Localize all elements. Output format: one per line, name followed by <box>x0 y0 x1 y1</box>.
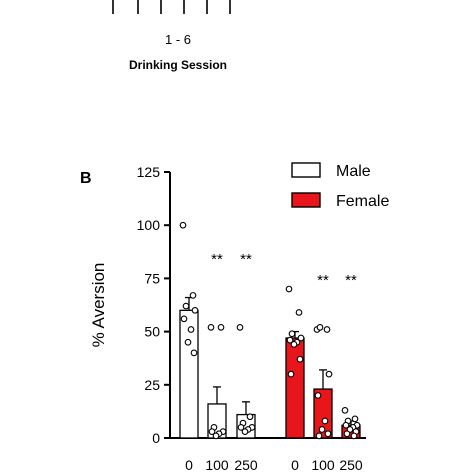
female-point-250-10 <box>350 432 358 440</box>
female-point-100-9 <box>315 432 323 440</box>
female-point-100-4 <box>325 370 333 378</box>
male-significance-250: ** <box>240 251 252 268</box>
upper-x-axis-title: Drinking Session <box>129 58 227 72</box>
male-point-100-7 <box>212 432 220 440</box>
female-point-100-5 <box>314 392 322 399</box>
female-point-250-5 <box>342 421 350 429</box>
male-point-0-1 <box>179 221 187 229</box>
y-axis: 0 25 50 75 100 125 <box>137 164 171 446</box>
male-point-0-4 <box>191 306 199 314</box>
female-point-100-8 <box>324 430 332 438</box>
female-point-0-4 <box>297 334 305 342</box>
male-significance-100: ** <box>211 251 223 268</box>
male-point-100-5 <box>208 428 216 435</box>
female-point-0-8 <box>296 355 304 363</box>
upper-panel: 1 - 6 Drinking Session <box>112 0 231 72</box>
female-point-100-7 <box>318 426 326 433</box>
legend-swatch-male <box>291 162 321 178</box>
female-significance-100: ** <box>317 272 329 289</box>
female-bar-0 <box>285 337 305 439</box>
female-point-0-2 <box>295 309 303 316</box>
male-point-0-3 <box>182 302 190 310</box>
male-x-tick-label-0: 0 <box>185 457 193 473</box>
legend-label-female: Female <box>336 193 389 210</box>
female-x-tick-label-250: 250 <box>339 457 363 473</box>
male-point-0-7 <box>184 338 192 346</box>
female-point-250-1 <box>341 406 349 414</box>
male-point-250-2 <box>246 413 254 421</box>
female-x-tick-label-100: 100 <box>311 457 335 473</box>
legend-swatch-female <box>291 192 321 208</box>
female-point-100-3 <box>316 323 324 331</box>
male-point-0-5 <box>180 315 188 323</box>
female-x-tick-label-0: 0 <box>291 457 299 473</box>
legend-label-male: Male <box>336 163 371 180</box>
panel-letter: B <box>80 170 92 187</box>
female-point-0-3 <box>288 330 296 338</box>
upper-session-range: 1 - 6 <box>165 32 191 47</box>
female-point-0-1 <box>285 285 293 293</box>
male-point-100-2 <box>217 323 225 331</box>
y-tick-label-100: 100 <box>137 217 161 233</box>
male-x-tick-label-250: 250 <box>234 457 258 473</box>
female-point-0-7 <box>290 341 298 348</box>
male-point-250-1 <box>236 323 244 331</box>
male-point-0-8 <box>190 349 198 357</box>
female-point-250-2 <box>351 415 359 423</box>
legend: Male Female <box>291 162 389 210</box>
female-point-100-2 <box>323 326 331 333</box>
male-point-0-2 <box>189 292 197 299</box>
female-point-0-9 <box>287 370 295 378</box>
y-tick-label-0: 0 <box>152 430 160 446</box>
y-tick-label-75: 75 <box>144 270 160 286</box>
female-bar-100 <box>313 388 333 439</box>
plot-area: 0 ** 100 ** 250 0 ** 100 ** 250 <box>170 221 366 473</box>
female-point-100-6 <box>321 417 329 425</box>
male-point-0-6 <box>187 326 195 333</box>
male-bar-0 <box>179 309 199 439</box>
male-point-250-7 <box>241 428 249 435</box>
y-axis-title: % Aversion <box>89 263 108 348</box>
female-significance-250: ** <box>345 272 357 289</box>
y-tick-label-125: 125 <box>137 164 161 180</box>
female-point-0-5 <box>286 336 294 344</box>
y-tick-label-25: 25 <box>144 377 160 393</box>
y-tick-label-50: 50 <box>144 324 160 340</box>
upper-session-ticks <box>112 0 231 14</box>
male-point-100-1 <box>207 323 215 331</box>
female-point-250-9 <box>343 430 351 438</box>
male-x-tick-label-100: 100 <box>205 457 229 473</box>
male-point-250-5 <box>237 424 245 431</box>
